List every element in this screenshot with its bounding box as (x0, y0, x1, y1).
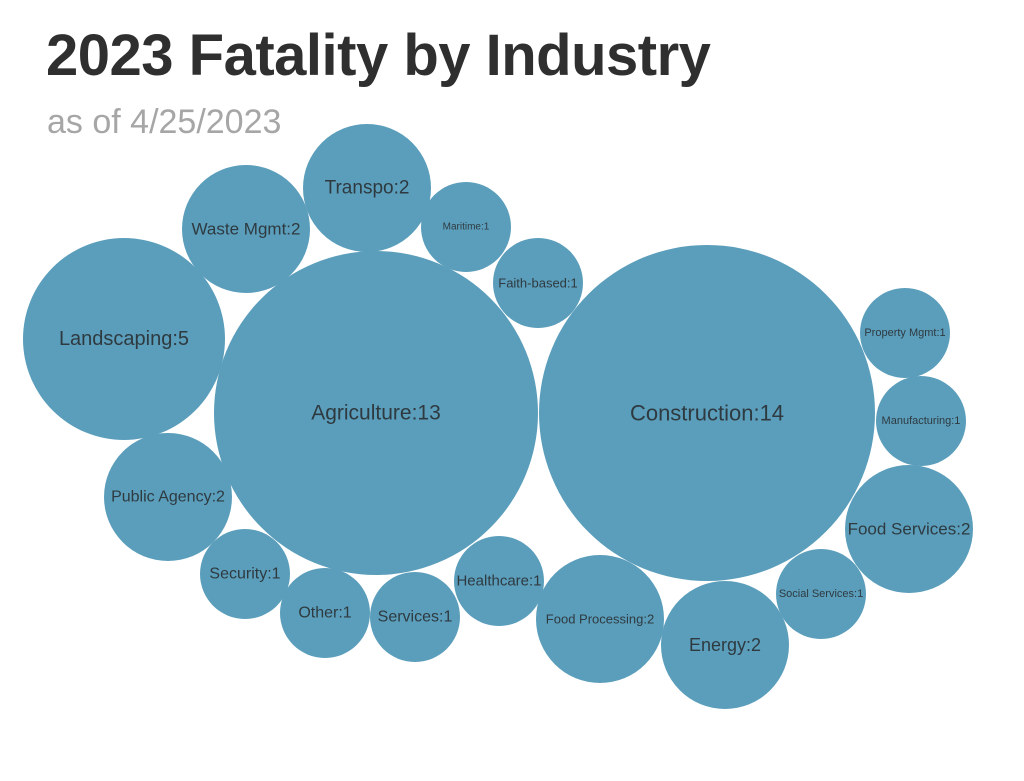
bubble-mark-public-agency (104, 433, 232, 561)
bubble-transpo: Transpo:2 (303, 124, 431, 252)
chart-title: 2023 Fatality by Industry (46, 23, 711, 88)
bubble-mark-other (280, 568, 370, 658)
bubble-food-processing: Food Processing:2 (536, 555, 664, 683)
bubble-label-faith-based: Faith-based:1 (498, 276, 578, 291)
bubble-mark-maritime (421, 182, 511, 272)
bubble-healthcare: Healthcare:1 (454, 536, 544, 626)
bubble-mark-waste-mgmt (182, 165, 310, 293)
bubble-label-property-mgmt: Property Mgmt:1 (864, 327, 945, 339)
bubble-maritime: Maritime:1 (421, 182, 511, 272)
bubble-mark-social-services (776, 549, 866, 639)
bubble-label-construction: Construction:14 (630, 401, 784, 426)
bubble-food-services: Food Services:2 (845, 465, 973, 593)
bubble-label-agriculture: Agriculture:13 (311, 402, 441, 425)
bubble-label-other: Other:1 (298, 605, 351, 622)
bubble-mark-landscaping (23, 238, 225, 440)
bubble-label-services: Services:1 (378, 609, 453, 626)
bubble-label-manufacturing: Manufacturing:1 (882, 415, 961, 427)
bubble-label-landscaping: Landscaping:5 (59, 328, 189, 350)
bubble-label-security: Security:1 (209, 566, 280, 583)
bubble-label-food-services: Food Services:2 (848, 520, 971, 539)
bubble-mark-property-mgmt (860, 288, 950, 378)
bubble-mark-food-processing (536, 555, 664, 683)
bubble-mark-agriculture (214, 251, 538, 575)
bubble-label-social-services: Social Services:1 (779, 588, 863, 600)
bubble-label-healthcare: Healthcare:1 (456, 573, 541, 590)
bubble-mark-faith-based (493, 238, 583, 328)
bubble-mark-healthcare (454, 536, 544, 626)
bubble-construction: Construction:14 (539, 245, 875, 581)
bubble-mark-manufacturing (876, 376, 966, 466)
bubble-security: Security:1 (200, 529, 290, 619)
bubble-manufacturing: Manufacturing:1 (876, 376, 966, 466)
bubble-label-maritime: Maritime:1 (443, 222, 490, 233)
bubble-other: Other:1 (280, 568, 370, 658)
bubble-label-waste-mgmt: Waste Mgmt:2 (192, 220, 301, 239)
bubble-agriculture: Agriculture:13 (214, 251, 538, 575)
bubble-public-agency: Public Agency:2 (104, 433, 232, 561)
bubble-mark-construction (539, 245, 875, 581)
bubble-label-energy: Energy:2 (689, 635, 761, 655)
bubble-property-mgmt: Property Mgmt:1 (860, 288, 950, 378)
bubble-label-transpo: Transpo:2 (325, 178, 410, 199)
bubble-mark-food-services (845, 465, 973, 593)
bubble-services: Services:1 (370, 572, 460, 662)
bubble-mark-security (200, 529, 290, 619)
bubble-mark-services (370, 572, 460, 662)
bubble-label-public-agency: Public Agency:2 (111, 489, 225, 506)
bubble-waste-mgmt: Waste Mgmt:2 (182, 165, 310, 293)
bubble-mark-energy (661, 581, 789, 709)
bubble-social-services: Social Services:1 (776, 549, 866, 639)
bubble-energy: Energy:2 (661, 581, 789, 709)
bubble-label-food-processing: Food Processing:2 (546, 612, 654, 627)
bubble-faith-based: Faith-based:1 (493, 238, 583, 328)
bubble-landscaping: Landscaping:5 (23, 238, 225, 440)
bubble-mark-transpo (303, 124, 431, 252)
chart-subtitle: as of 4/25/2023 (47, 103, 282, 141)
